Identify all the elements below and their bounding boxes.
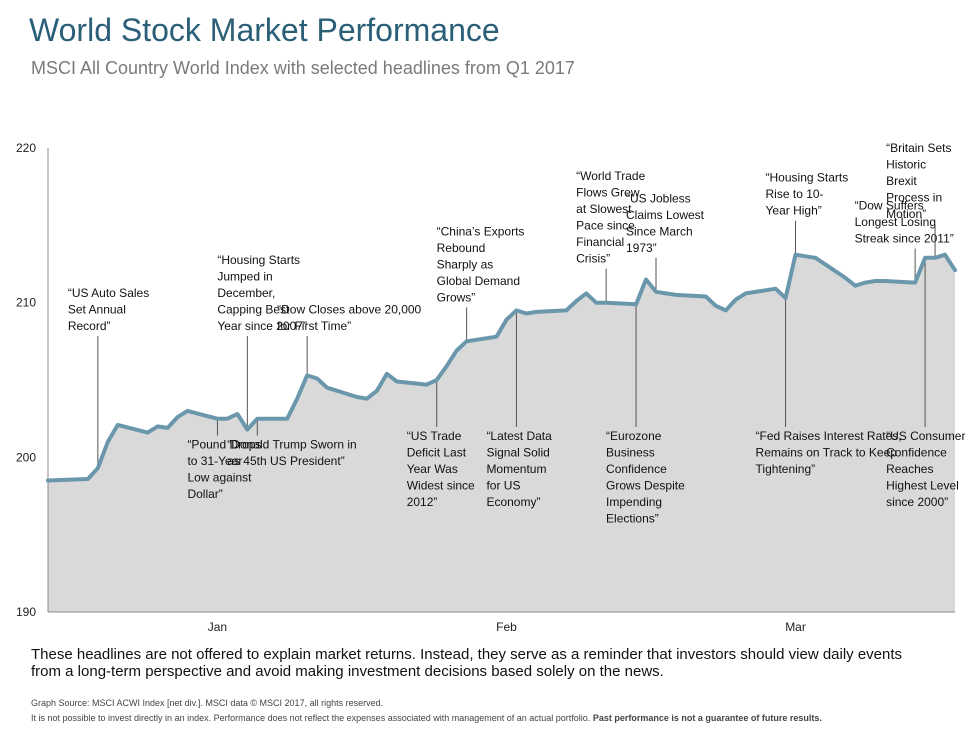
headline-annotation: Signal Solid [486, 446, 549, 460]
headline-annotation: at Slowest [576, 202, 632, 216]
headline-annotation: Economy” [486, 495, 540, 509]
headline-annotation: Since March [626, 224, 693, 238]
performance-note-text: It is not possible to invest directly in… [31, 713, 591, 723]
headline-annotation: Capping Best [217, 303, 290, 317]
headline-annotation: Crisis” [576, 252, 610, 266]
headline-annotation: Business [606, 446, 655, 460]
headline-annotation: Deficit Last [407, 446, 467, 460]
performance-note-bold: Past performance is not a guarantee of f… [592, 713, 822, 723]
headline-annotation: Rise to 10- [766, 187, 824, 201]
headline-annotation: Year since 2007” [217, 319, 307, 333]
headline-annotation: Pace since [576, 219, 635, 233]
y-tick-label: 200 [16, 450, 36, 464]
headline-annotation: to 31-Year [187, 454, 242, 468]
headline-annotation: Year Was [407, 462, 458, 476]
headline-annotation: “China’s Exports [437, 224, 525, 238]
headline-annotation: Year High” [766, 204, 822, 218]
headline-annotation: Remains on Track to Keep [756, 446, 898, 460]
headline-annotation: for First Time” [277, 319, 351, 333]
headline-annotation: “Fed Raises Interest Rates, [756, 429, 902, 443]
headline-annotation: “World Trade [576, 169, 645, 183]
headline-annotation: “Eurozone [606, 429, 662, 443]
headline-annotation: Elections” [606, 512, 659, 526]
headline-annotation: “US Trade [407, 429, 462, 443]
headline-annotation: “US Jobless [626, 191, 691, 205]
headline-annotation: Longest Losing [855, 215, 936, 229]
headline-annotation: for US [486, 479, 520, 493]
headline-annotation: December, [217, 286, 275, 300]
headline-annotation: Jumped in [217, 270, 272, 284]
series-area [48, 254, 955, 612]
x-tick-label: Mar [785, 620, 806, 634]
headline-annotation: “Housing Starts [766, 171, 849, 185]
headline-annotation: Rebound [437, 241, 486, 255]
headline-annotation: Reaches [886, 462, 933, 476]
headline-annotation: as 45th US President” [227, 454, 344, 468]
x-tick-label: Jan [208, 620, 227, 634]
headline-annotation: Tightening” [756, 462, 816, 476]
headline-annotation: “US Auto Sales [68, 286, 149, 300]
headline-annotation: 1973” [626, 241, 657, 255]
headline-annotation: “Dow Closes above 20,000 [277, 303, 421, 317]
headline-annotation: “Dow Suffers [855, 199, 924, 213]
series-line [46, 252, 957, 483]
headline-annotation: Widest since [407, 479, 475, 493]
headline-annotation: “Latest Data [486, 429, 552, 443]
world-stock-market-chart: 190 200 210 220 Jan Feb Mar “US Auto Sales Set A… [16, 141, 965, 634]
headline-annotation: “Britain Sets [886, 141, 951, 155]
x-tick-label: Feb [496, 620, 517, 634]
graph-source: Graph Source: MSCI ACWI Index [net div.]… [31, 698, 384, 708]
y-tick-label: 210 [16, 296, 36, 310]
headline-annotation: “US Consumer [886, 429, 965, 443]
headline-annotation: “Pound Drops [187, 438, 261, 452]
y-tick-label: 220 [16, 141, 36, 155]
headline-annotation: Set Annual [68, 303, 126, 317]
headline-annotation: Streak since 2011” [855, 232, 954, 246]
headline-annotation: “Housing Starts [217, 253, 300, 267]
headline-annotation: Low against [187, 471, 252, 485]
headline-annotation: Impending [606, 495, 662, 509]
page-subtitle: MSCI All Country World Index with select… [31, 58, 575, 78]
headline-annotation: Confidence [886, 446, 947, 460]
headline-annotation: Momentum [486, 462, 546, 476]
headline-annotation: Process in [886, 190, 942, 204]
headline-annotation: since 2000” [886, 495, 948, 509]
page-title: World Stock Market Performance [29, 12, 500, 48]
headline-annotation: Sharply as [437, 257, 494, 271]
headline-annotation: Record” [68, 319, 111, 333]
y-tick-label: 190 [16, 605, 36, 619]
headline-annotation: Highest Level [886, 479, 959, 493]
headline-annotation: Confidence [606, 462, 667, 476]
headline-annotation: Motion” [886, 207, 926, 221]
headline-annotation: Claims Lowest [626, 208, 705, 222]
headline-annotation: Brexit [886, 174, 917, 188]
headline-annotation: Grows” [437, 290, 476, 304]
headline-disclaimer: These headlines are not offered to expla… [31, 646, 903, 680]
headline-annotation: Dollar” [187, 487, 222, 501]
headline-annotation: Global Demand [437, 274, 520, 288]
headline-annotation: Financial [576, 235, 624, 249]
performance-note: It is not possible to invest directly in… [31, 713, 822, 723]
headline-annotation: Grows Despite [606, 479, 685, 493]
headline-annotation: 2012” [407, 495, 438, 509]
headline-annotation: Flows Grew [576, 186, 640, 200]
headline-annotation: Historic [886, 157, 926, 171]
headline-annotation: “Donald Trump Sworn in [227, 438, 356, 452]
